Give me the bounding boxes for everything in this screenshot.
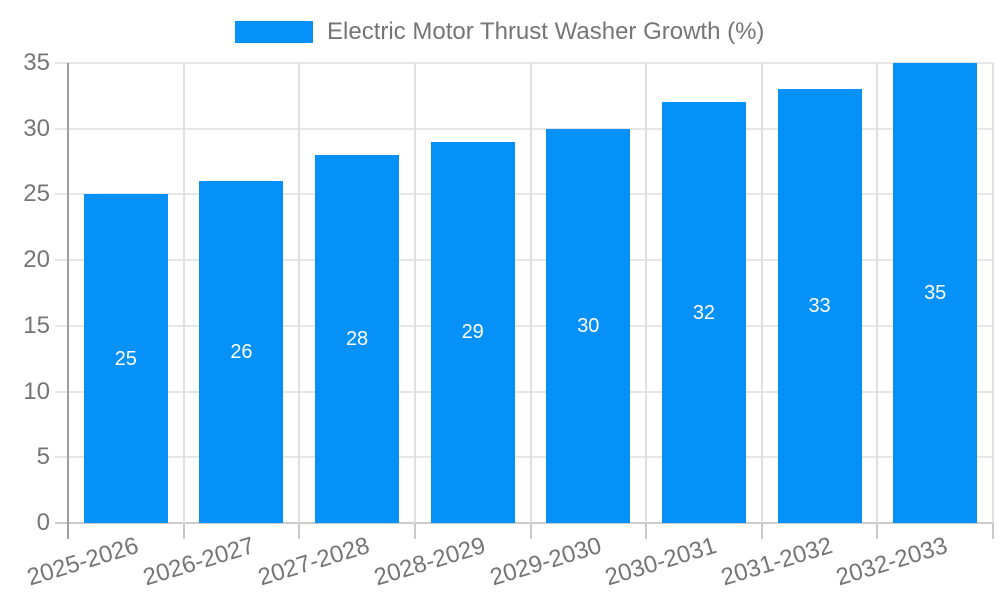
bar-2028-2029[interactable] bbox=[430, 141, 515, 523]
legend-swatch bbox=[235, 21, 313, 43]
x-gridline bbox=[413, 63, 416, 523]
x-tick-label: 2029-2030 bbox=[486, 532, 605, 592]
bar-2025-2026[interactable] bbox=[83, 194, 168, 523]
bar-value-label: 25 bbox=[114, 347, 137, 370]
x-tick bbox=[760, 523, 763, 539]
y-tick-label: 5 bbox=[36, 443, 50, 471]
y-tick-label: 15 bbox=[23, 311, 50, 339]
y-tick-label: 20 bbox=[23, 246, 50, 274]
x-gridline bbox=[529, 63, 532, 523]
y-gridline bbox=[55, 62, 993, 64]
bar-2029-2030[interactable] bbox=[546, 128, 631, 523]
bar-value-label: 28 bbox=[345, 328, 369, 350]
bar-2032-2033[interactable] bbox=[893, 63, 978, 523]
y-axis-line bbox=[67, 63, 69, 539]
bar-2026-2027[interactable] bbox=[199, 181, 284, 523]
y-gridline bbox=[55, 193, 993, 196]
x-tick-label: 2026-2027 bbox=[139, 532, 258, 592]
bar-2031-2032[interactable] bbox=[777, 89, 862, 523]
x-tick-label: 2028-2029 bbox=[370, 532, 489, 592]
y-gridline bbox=[55, 127, 993, 130]
x-gridline bbox=[760, 63, 763, 523]
bar-2027-2028[interactable] bbox=[315, 155, 400, 523]
x-tick-label: 2030-2031 bbox=[602, 532, 720, 592]
x-tick bbox=[992, 523, 994, 539]
x-tick bbox=[182, 523, 185, 539]
x-gridline bbox=[298, 63, 301, 523]
legend-label: Electric Motor Thrust Washer Growth (%) bbox=[327, 18, 765, 45]
bar-value-label: 33 bbox=[808, 295, 831, 318]
bar-value-label: 29 bbox=[461, 321, 484, 344]
y-tick-label: 25 bbox=[23, 180, 50, 208]
y-tick-label: 35 bbox=[23, 49, 50, 76]
bar-value-label: 26 bbox=[230, 341, 253, 364]
bar-value-label: 35 bbox=[924, 282, 947, 304]
x-gridline bbox=[876, 63, 879, 523]
y-gridline bbox=[55, 456, 993, 459]
y-gridline bbox=[55, 390, 993, 393]
y-tick-label: 30 bbox=[23, 114, 50, 142]
x-tick-label: 2025-2026 bbox=[24, 532, 142, 592]
x-tick bbox=[529, 523, 532, 539]
x-gridline bbox=[182, 63, 185, 523]
y-tick-label: 0 bbox=[36, 509, 50, 536]
y-tick-label: 10 bbox=[23, 377, 50, 405]
y-gridline bbox=[55, 522, 993, 524]
x-tick-label: 2027-2028 bbox=[255, 532, 373, 592]
x-tick-label: 2031-2032 bbox=[717, 532, 836, 592]
x-gridline bbox=[645, 63, 648, 523]
x-gridline bbox=[992, 63, 994, 523]
bar-value-label: 32 bbox=[692, 301, 716, 324]
x-tick bbox=[413, 523, 416, 539]
bar-value-label: 30 bbox=[577, 314, 600, 337]
x-tick bbox=[298, 523, 301, 539]
y-gridline bbox=[55, 324, 993, 327]
y-gridline bbox=[55, 259, 993, 262]
x-tick bbox=[876, 523, 879, 539]
x-tick-label: 2032-2033 bbox=[833, 532, 952, 592]
bar-2030-2031[interactable] bbox=[661, 102, 746, 523]
x-tick bbox=[645, 523, 648, 539]
